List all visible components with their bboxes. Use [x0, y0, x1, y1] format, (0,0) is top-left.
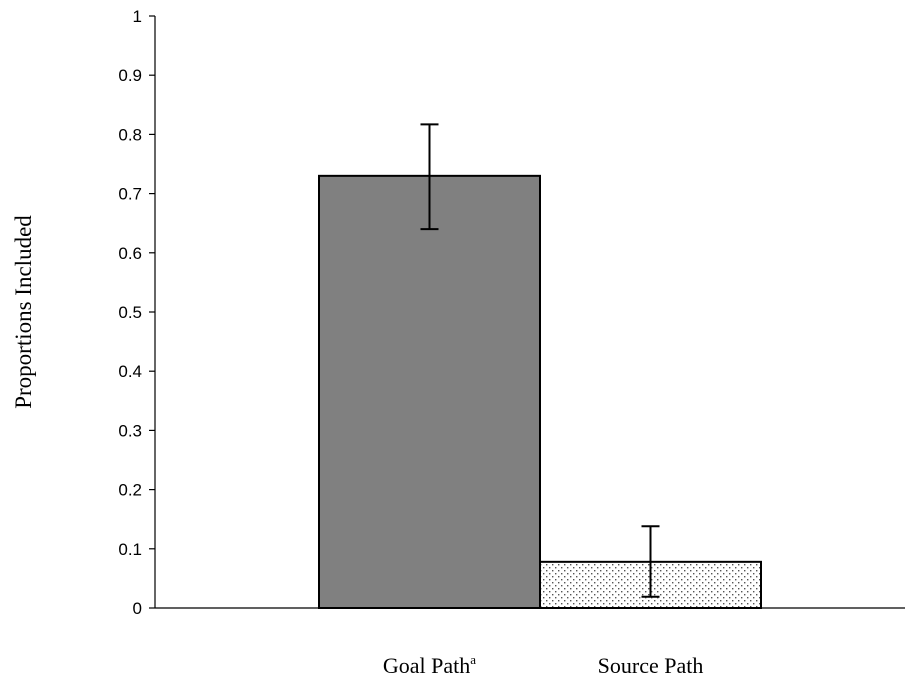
category-name: Goal Path	[383, 653, 470, 678]
y-tick-label: 1	[133, 7, 142, 26]
y-tick-label: 0.9	[118, 66, 142, 85]
category-superscript: a	[470, 652, 476, 667]
labels: Goal Patha Source Path	[383, 652, 703, 678]
y-tick-label: 0.8	[118, 125, 142, 144]
y-tick-label: 0.2	[118, 481, 142, 500]
bar-0	[318, 174, 541, 609]
y-tick-label: 0	[133, 599, 142, 618]
y-axis-title: Proportions Included	[11, 215, 36, 409]
y-tick-label: 0.3	[118, 421, 142, 440]
y-tick-label: 0.6	[118, 244, 142, 263]
bars	[318, 174, 762, 609]
y-tick-label: 0.5	[118, 303, 142, 322]
x-category-label: Goal Patha	[383, 652, 476, 678]
x-category-label: Source Path	[598, 653, 704, 678]
y-tick-label: 0.1	[118, 540, 142, 559]
axes: 0 0.1 0.2 0.3 0.4 0.5 0.6 0.7 0.8 0.9 1	[118, 7, 905, 618]
y-tick-label: 0.4	[118, 362, 142, 381]
y-tick-label: 0.7	[118, 185, 142, 204]
error-bars	[420, 123, 660, 598]
category-name: Source Path	[598, 653, 704, 678]
